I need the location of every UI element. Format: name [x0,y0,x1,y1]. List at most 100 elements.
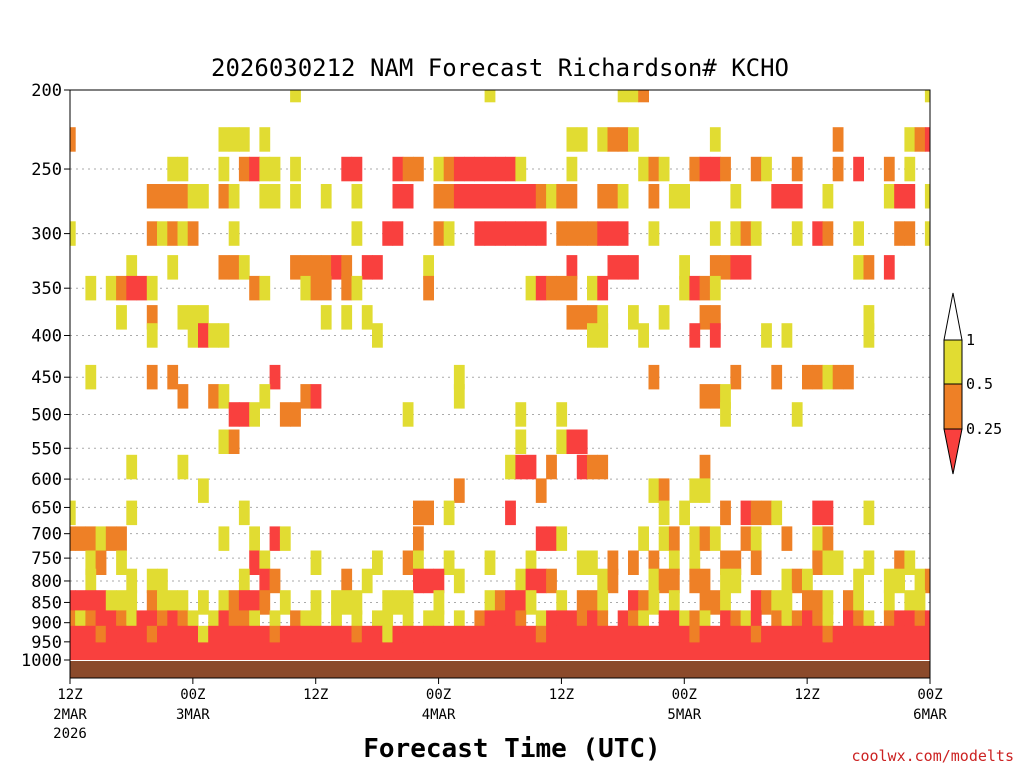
ri-cell [822,526,834,551]
y-tick-label: 550 [31,439,62,459]
ri-cell [689,323,701,348]
ri-cell [126,500,138,526]
ri-cell [587,610,598,635]
ri-cell [668,184,680,209]
ri-cell [802,642,813,660]
ri-cell [515,625,527,651]
ri-cell [218,184,230,209]
ri-cell [218,590,230,615]
ri-cell [177,156,189,182]
ri-cell [494,221,506,246]
ri-cell [863,642,875,660]
ri-cell [372,610,383,635]
ri-cell [894,550,905,575]
ri-cell [525,642,537,660]
ri-cell [597,221,609,246]
ri-cell [126,454,138,480]
x-tick-date: 6MAR [913,707,947,723]
ri-cell [781,590,793,615]
ri-cell [709,384,721,409]
ri-cell [474,642,486,660]
ri-cell [136,275,148,301]
ri-cell [556,526,568,551]
ri-cell [546,454,557,480]
ri-cell [822,500,834,526]
ri-cell [484,156,496,182]
ri-cell [228,642,240,660]
colorbar-level-label: 1 [966,331,975,349]
ri-cell [70,590,76,615]
ri-cell [607,255,619,280]
ri-cell [802,625,813,651]
ri-cell [443,550,455,575]
ri-cell [843,364,854,390]
ri-cell [597,610,609,635]
ri-cell [136,625,148,651]
y-tick-label: 700 [31,525,62,545]
ri-cell [474,221,486,246]
ri-cell [208,323,219,348]
ri-cell [85,590,97,615]
ri-cell [95,526,107,551]
ri-cell [566,642,578,660]
ri-cell [413,642,424,660]
ri-cell [484,590,496,615]
y-tick-label: 300 [31,225,62,245]
ri-cell [556,610,568,635]
ri-cell [361,568,373,594]
ri-cell [904,625,916,651]
ri-cell [597,275,609,301]
ri-cell [853,642,864,660]
ri-cell [720,384,731,409]
ri-cell [924,184,930,209]
ri-cell [85,275,97,301]
ri-cell [894,642,905,660]
ri-cell [730,255,742,280]
ri-cell [566,221,578,246]
ri-cell [730,568,742,594]
ri-cell [177,590,189,615]
ri-cell [85,526,97,551]
ri-cell [310,255,322,280]
ri-cell [668,526,680,551]
ri-cell [423,625,434,651]
ri-cell [433,568,445,594]
ri-cell [187,625,199,651]
ri-cell [198,478,209,503]
ri-cell [556,275,568,301]
ri-cell [750,590,762,615]
ri-cell [494,610,506,635]
ri-cell [617,90,629,103]
ri-cell [904,610,916,635]
ri-cell [853,221,864,246]
ri-cell [249,610,260,635]
ri-cell [146,364,158,390]
ri-cell [883,642,895,660]
ri-cell [279,402,291,427]
ri-cell [904,127,916,152]
ri-cell [638,590,649,615]
ri-cell [587,454,598,480]
ri-cell [167,642,179,660]
ri-cell [85,568,97,594]
ri-cell [157,590,168,615]
ri-cell [709,590,721,615]
credit-link[interactable]: coolwx.com/modelts [851,747,1014,765]
ri-cell [423,255,434,280]
ri-cell [177,384,189,409]
ri-cell [597,127,609,152]
ri-cell [607,625,619,651]
ri-cell [556,642,568,660]
ri-cell [679,184,690,209]
ri-cell [658,526,670,551]
ground-surface [70,661,930,678]
ri-cell [883,610,895,635]
ri-cell [904,184,916,209]
ri-cell [341,625,353,651]
ri-cell [720,550,731,575]
ri-cell [720,500,731,526]
ri-cell [617,610,629,635]
ri-cell [914,568,926,594]
ri-cell [863,323,875,348]
ri-cell [228,184,240,209]
